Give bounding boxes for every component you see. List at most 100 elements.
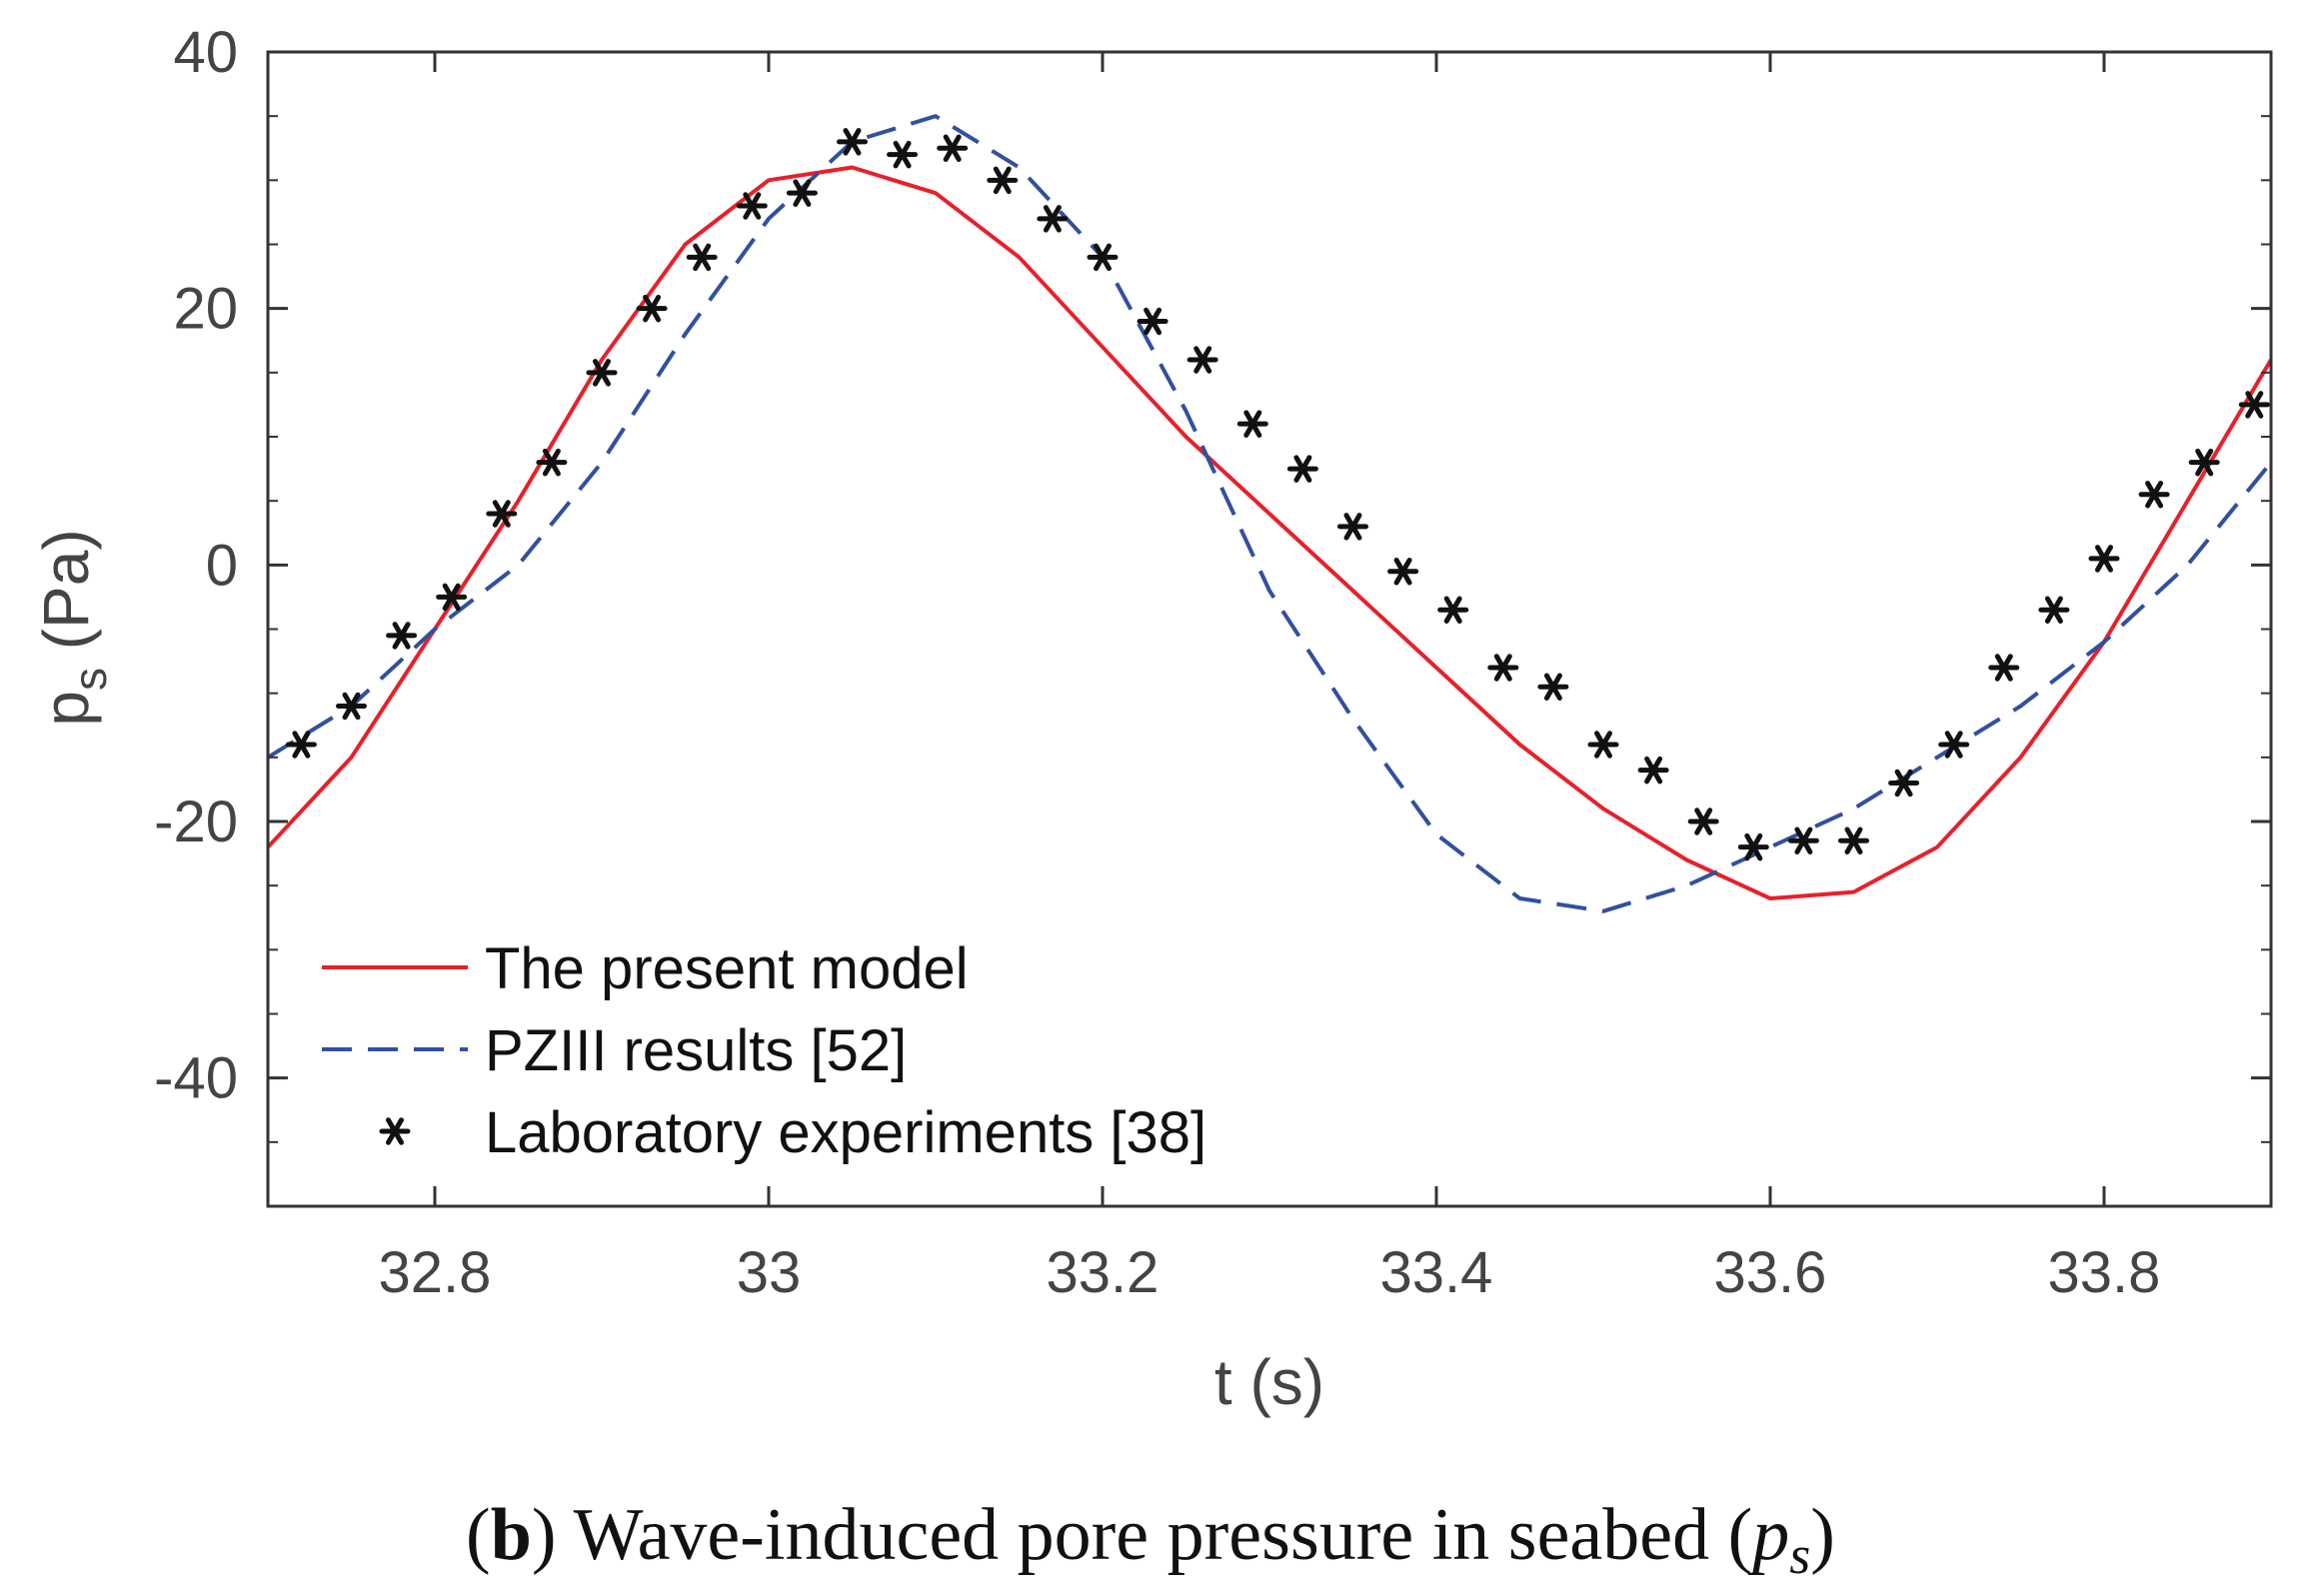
asterisk-stroke — [2095, 545, 2113, 573]
experiment-point — [2238, 391, 2270, 419]
legend-label-present-model: The present model — [485, 936, 969, 1001]
legend-label-pziii: PZIII results [52] — [485, 1018, 907, 1083]
experiment-point — [1888, 769, 1920, 798]
asterisk-stroke — [1594, 731, 1612, 759]
caption-close: ) — [1810, 1494, 1835, 1576]
experiment-point — [486, 500, 518, 528]
experiment-point — [1687, 807, 1719, 835]
experiment-point — [2038, 596, 2070, 625]
experiment-point — [1337, 513, 1368, 541]
caption-symbol-sub: s — [1789, 1525, 1810, 1585]
x-tick-label: 33.8 — [2048, 1240, 2161, 1305]
asterisk-stroke — [2044, 596, 2063, 625]
experiment-point — [1737, 832, 1769, 861]
experiment-point — [1988, 654, 2020, 682]
x-tick-label: 32.8 — [379, 1240, 492, 1305]
asterisk-stroke — [1944, 731, 1963, 759]
experiment-point — [2088, 545, 2120, 573]
x-tick-label: 33 — [737, 1240, 802, 1305]
asterisk-stroke — [392, 622, 411, 650]
ticks-layer — [268, 50, 2271, 1206]
experiment-point — [1487, 654, 1519, 682]
experiment-point — [1286, 455, 1318, 483]
experiment-point — [1637, 756, 1669, 785]
asterisk-stroke — [1094, 243, 1112, 272]
experiment-point — [586, 359, 618, 387]
y-axis-label-main: p — [30, 691, 102, 727]
asterisk-stroke — [1144, 307, 1162, 336]
asterisk-stroke — [693, 243, 712, 272]
asterisk-stroke — [1994, 654, 2013, 682]
asterisk-stroke — [1193, 346, 1212, 374]
legend-asterisk — [379, 1117, 411, 1145]
experiment-point — [386, 622, 418, 650]
asterisk-stroke — [1393, 557, 1412, 586]
asterisk-stroke — [292, 731, 311, 759]
asterisk-stroke — [993, 166, 1012, 195]
asterisk-stroke — [542, 448, 561, 477]
caption-letter: b — [491, 1494, 532, 1576]
experiment-point — [1087, 243, 1119, 272]
asterisk-stroke — [1894, 769, 1913, 798]
asterisk-stroke — [793, 179, 812, 207]
caption-text: ) Wave-induced pore pressure in seabed ( — [532, 1494, 1752, 1576]
asterisk-stroke — [342, 692, 361, 721]
y-tick-label: -20 — [154, 790, 238, 854]
y-axis-label: ps (Pa) — [30, 529, 116, 726]
asterisk-stroke — [1493, 654, 1512, 682]
asterisk-stroke — [1744, 832, 1763, 861]
experiment-point — [1587, 731, 1619, 759]
asterisk-stroke — [1343, 513, 1362, 541]
asterisk-stroke — [492, 500, 511, 528]
y-tick-label: 40 — [173, 20, 238, 85]
x-tick-label: 33.2 — [1047, 1240, 1159, 1305]
experiment-point — [837, 128, 868, 156]
asterisk-stroke — [1443, 596, 1462, 625]
asterisk-stroke — [593, 359, 611, 387]
experiment-point — [1037, 205, 1069, 233]
experiment-point — [336, 692, 367, 721]
asterisk-stroke — [943, 134, 962, 163]
asterisk-stroke — [1794, 826, 1813, 855]
asterisk-stroke — [442, 583, 461, 612]
y-tick-label: 0 — [206, 533, 238, 598]
experiment-point — [1537, 673, 1569, 702]
asterisk-stroke — [1043, 205, 1062, 233]
experiment-point — [636, 294, 668, 323]
plot-area-frame — [266, 50, 2273, 1208]
asterisk-stroke — [1694, 807, 1713, 835]
experiment-point — [285, 731, 317, 759]
asterisk-stroke — [1844, 826, 1863, 855]
asterisk-stroke — [643, 294, 662, 323]
asterisk-stroke — [2245, 391, 2264, 419]
experiment-point — [1787, 826, 1819, 855]
series-line-present-model — [266, 165, 2273, 900]
experiment-point — [2188, 448, 2220, 477]
experiment-point — [1137, 307, 1168, 336]
caption-open: ( — [466, 1494, 491, 1576]
asterisk-stroke — [843, 128, 862, 156]
series-layer — [266, 114, 2273, 913]
experiment-point — [1186, 346, 1218, 374]
y-tick-label: 20 — [173, 277, 238, 342]
experiment-point — [2138, 480, 2170, 509]
experiment-point — [1387, 557, 1419, 586]
legend: The present model PZIII results [52] Lab… — [322, 936, 1206, 1165]
experiment-point — [1838, 826, 1869, 855]
asterisk-stroke — [1243, 410, 1262, 438]
asterisk-stroke — [2145, 480, 2164, 509]
y-tick-label: -40 — [154, 1046, 238, 1111]
experiment-point — [987, 166, 1019, 195]
asterisk-stroke — [1644, 756, 1663, 785]
legend-label-experiments: Laboratory experiments [38] — [485, 1100, 1206, 1165]
x-axis-label: t (s) — [1214, 1346, 1324, 1418]
legend-swatch-experiments — [379, 1117, 411, 1145]
x-tick-label: 33.6 — [1714, 1240, 1827, 1305]
asterisk-stroke — [1293, 455, 1312, 483]
experiment-point — [436, 583, 468, 612]
asterisk-stroke — [743, 192, 762, 220]
asterisk-stroke — [2195, 448, 2214, 477]
asterisk-stroke — [893, 140, 912, 169]
